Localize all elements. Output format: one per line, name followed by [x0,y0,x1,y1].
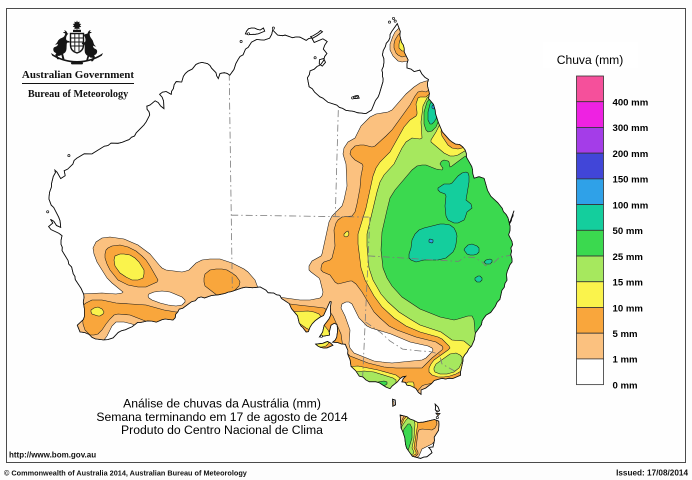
legend-blocks: 400 mm 300 mm 200 mm 150 mm 100 mm 50 mm 25 mm… [576,75,649,391]
legend-swatch [576,229,604,257]
legend-label: 0 mm [613,380,638,391]
logo-government-text: Australian Government [22,69,134,81]
legend-label: 1 mm [613,355,638,366]
crest-torse [73,29,81,32]
legend-label: 150 mm [613,175,649,186]
kangaroo-icon [53,30,70,60]
state-border-lines [228,73,511,377]
legend-title: Chuva (mm) [557,53,624,67]
legend-label: 300 mm [613,123,649,134]
shield-grid [71,34,83,51]
state-borders [228,73,511,377]
legend-label: 200 mm [613,149,649,160]
legend-label: 25 mm [613,252,643,263]
australia-map [46,16,515,459]
island-specks [46,16,439,420]
footer-issued: Issued: 17/08/2014 [616,469,688,478]
legend-swatch [576,101,604,128]
footer-url[interactable]: http://www.bom.gov.au [9,451,96,460]
shield-icon [69,32,85,54]
emu-icon [81,30,98,62]
legend-label: 400 mm [613,98,649,109]
legend-label: 10 mm [613,303,643,314]
legend-swatch [576,281,604,308]
legend-label: 100 mm [613,200,649,211]
legend-title-box [543,42,638,68]
footer-copyright: © Commonwealth of Australia 2014, Austra… [4,469,248,478]
caption-line2: Semana terminando em 17 de agosto de 201… [96,410,348,424]
legend-swatch [576,127,604,154]
caption-line1: Análise de chuvas da Austrália (mm) [123,397,321,411]
logo-bureau-text: Bureau of Meteorology [28,89,128,100]
legend-swatch [576,75,604,103]
scroll-icon [71,62,83,65]
legend-label: 50 mm [613,226,643,237]
legend-label: 5 mm [613,329,638,340]
legend-swatch [576,152,604,180]
legend-swatch [576,332,604,360]
legend-swatch [576,255,604,283]
legend-swatch [576,307,604,334]
coat-of-arms [51,20,103,65]
legend: Chuva (mm) 400 mm 300 mm 200 mm 150 mm 100 m… [543,42,648,391]
crest-star-icon [72,20,82,31]
legend-label: 15 mm [613,278,643,289]
legend-swatch [576,204,604,231]
legend-swatch [576,358,604,386]
wreath-icon [51,53,103,63]
legend-swatch [576,178,604,206]
caption-line3: Produto do Centro Nacional de Clima [121,423,323,437]
